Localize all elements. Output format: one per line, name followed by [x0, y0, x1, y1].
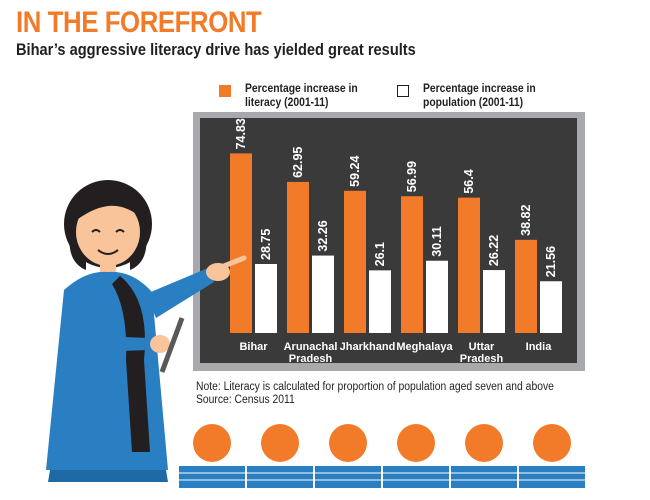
- legend-label-population: Percentage increase in population (2001-…: [423, 83, 536, 109]
- category-label-uttar-pradesh-line2: Pradesh: [460, 353, 504, 365]
- page-subtitle: Bihar’s aggressive literacy drive has yi…: [16, 40, 416, 59]
- audience-seat: [383, 466, 449, 488]
- literacy-bar-uttar-pradesh: [458, 197, 480, 333]
- audience-head: [533, 424, 571, 462]
- literacy-value-uttar-pradesh: 56.4: [462, 169, 476, 193]
- literacy-value-arunachal-pradesh: 62.95: [291, 147, 305, 178]
- literacy-value-jharkhand: 59.24: [348, 155, 362, 186]
- population-bar-jharkhand: [369, 270, 391, 333]
- legend-label-literacy: Percentage increase in literacy (2001-11…: [245, 83, 358, 109]
- literacy-value-meghalaya: 56.99: [405, 161, 419, 192]
- legend-swatch-literacy: [219, 85, 231, 97]
- chart-note: Note: Literacy is calculated for proport…: [196, 381, 554, 407]
- audience-head: [329, 424, 367, 462]
- audience-head: [397, 424, 435, 462]
- population-bar-india: [540, 281, 562, 333]
- category-label-arunachal-pradesh-line1: Arunachal: [284, 341, 338, 353]
- population-value-meghalaya: 30.11: [430, 226, 444, 257]
- literacy-bar-india: [515, 239, 537, 333]
- audience-seat: [519, 466, 585, 488]
- audience-head: [465, 424, 503, 462]
- audience-seat: [451, 466, 517, 488]
- literacy-bar-arunachal-pradesh: [287, 181, 309, 333]
- audience-head: [261, 424, 299, 462]
- population-value-bihar: 28.75: [259, 229, 273, 260]
- population-value-uttar-pradesh: 26.22: [487, 235, 501, 266]
- category-label-meghalaya: Meghalaya: [396, 341, 453, 353]
- legend-item-literacy: Percentage increase in literacy (2001-11…: [219, 82, 395, 110]
- literacy-bar-bihar: [230, 153, 252, 333]
- audience-seat: [247, 466, 313, 488]
- legend-item-population: Percentage increase in population (2001-…: [397, 82, 573, 110]
- category-label-india: India: [526, 341, 553, 353]
- literacy-value-bihar: 74.83: [234, 118, 248, 149]
- literacy-bar-jharkhand: [344, 190, 366, 333]
- page-title: IN THE FOREFRONT: [16, 6, 262, 39]
- category-label-arunachal-pradesh-line2: Pradesh: [289, 353, 333, 365]
- audience-head: [193, 424, 231, 462]
- category-label-uttar-pradesh-line1: Uttar: [469, 341, 495, 353]
- audience-seat: [315, 466, 381, 488]
- population-bar-meghalaya: [426, 260, 448, 333]
- source-note: Source: Census 2011: [196, 394, 295, 406]
- population-bar-arunachal-pradesh: [312, 255, 334, 333]
- audience-seat: [179, 466, 245, 488]
- legend-swatch-population: [397, 85, 409, 97]
- population-value-india: 21.56: [544, 246, 558, 277]
- literacy-bar-meghalaya: [401, 196, 423, 333]
- category-label-bihar: Bihar: [239, 341, 268, 353]
- literacy-note: Note: Literacy is calculated for proport…: [196, 381, 554, 393]
- population-value-jharkhand: 26.1: [373, 242, 387, 266]
- population-bar-uttar-pradesh: [483, 270, 505, 333]
- category-label-jharkhand: Jharkhand: [340, 341, 396, 353]
- population-bar-bihar: [255, 264, 277, 333]
- population-value-arunachal-pradesh: 32.26: [316, 220, 330, 251]
- literacy-value-india: 38.82: [519, 205, 533, 236]
